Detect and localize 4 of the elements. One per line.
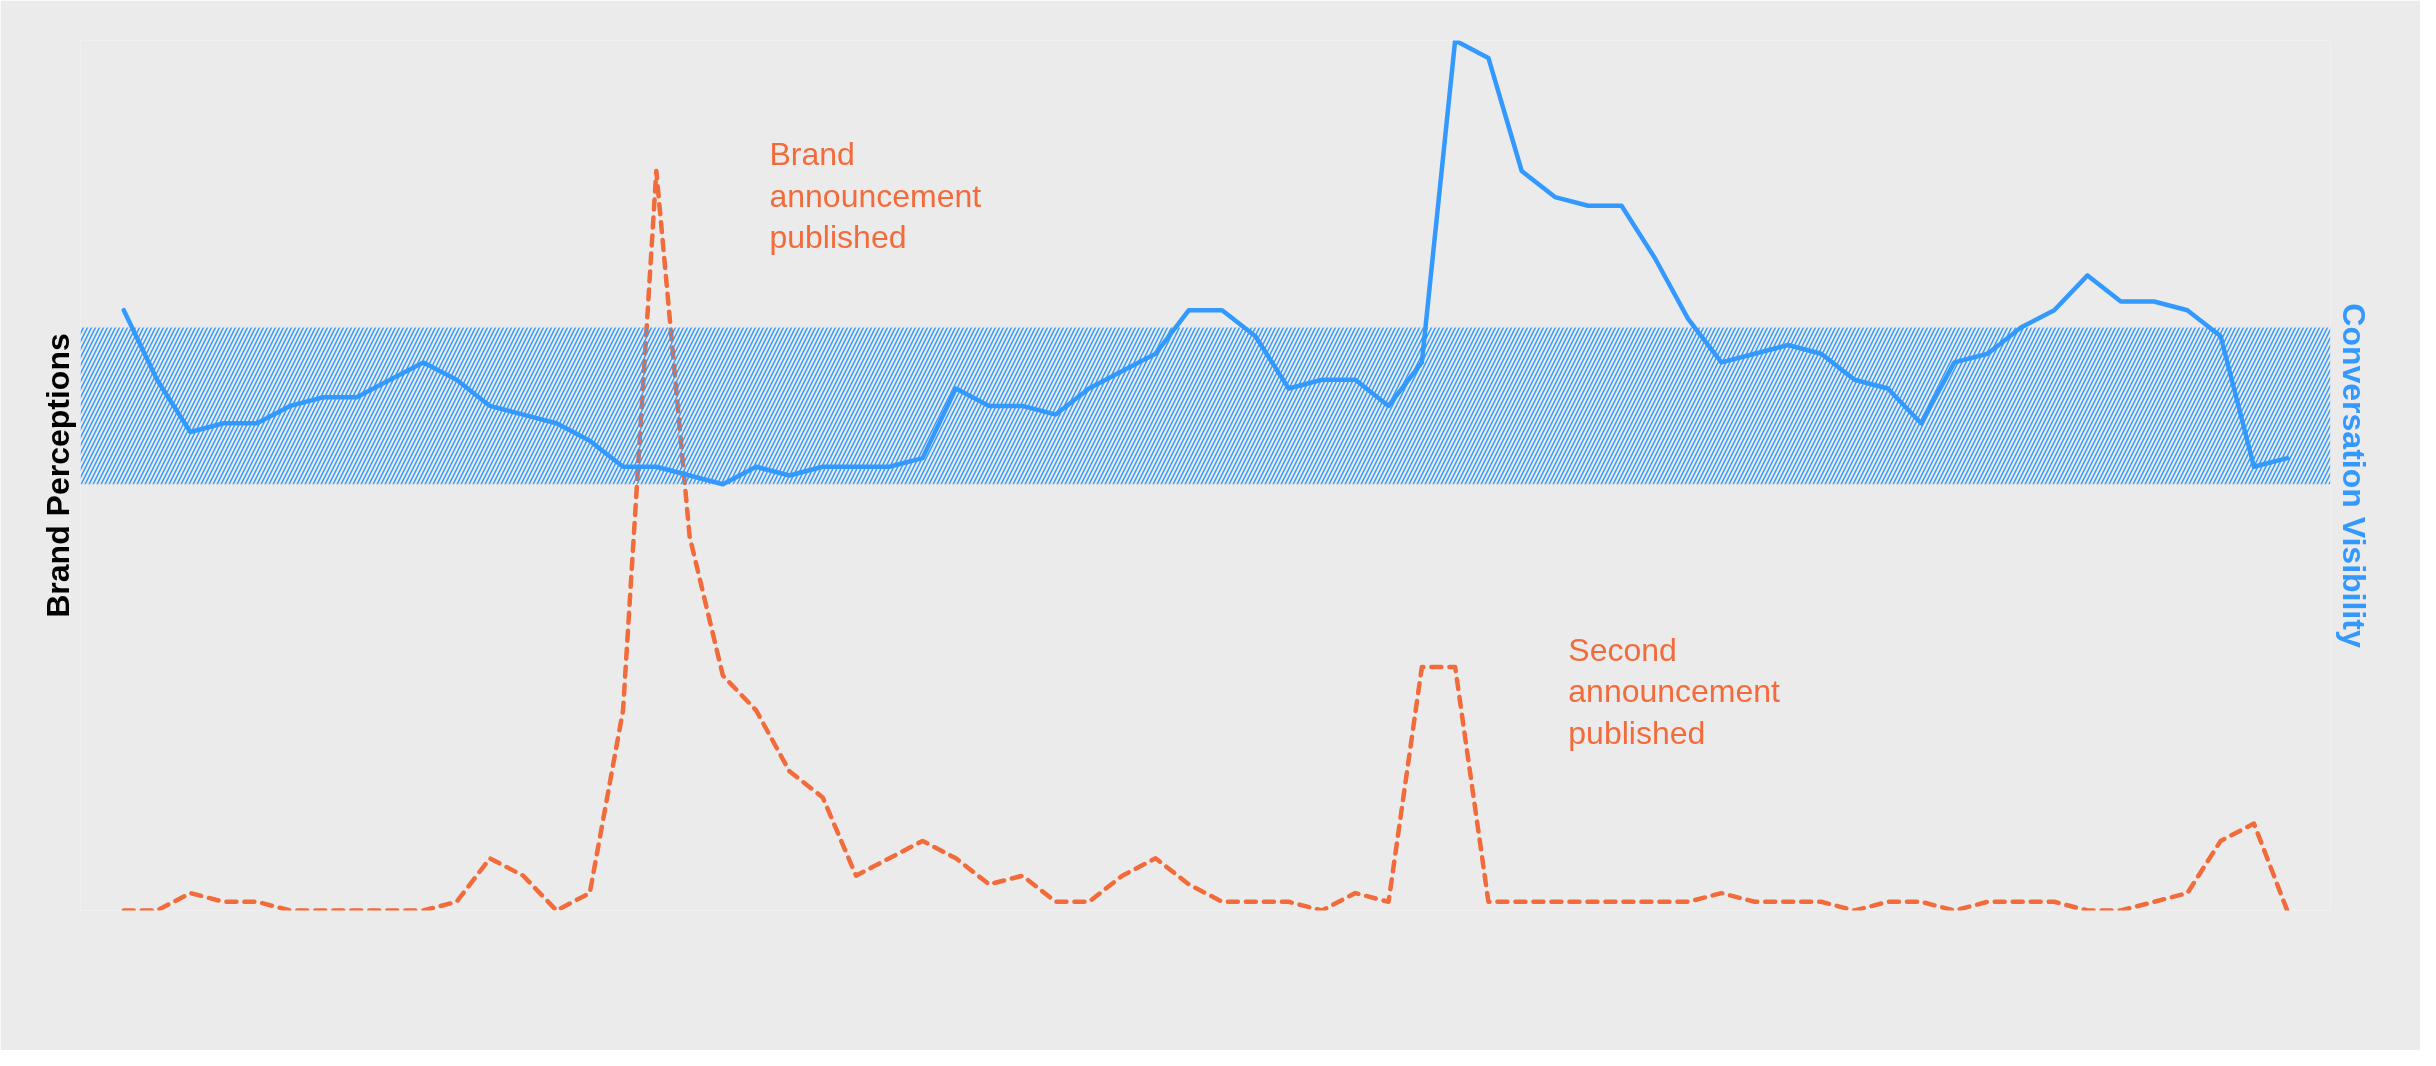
annotation: Brand announcement published bbox=[769, 136, 982, 255]
y-axis-title: Brand Perceptions bbox=[39, 333, 76, 618]
y2-axis-title: Conversation Visibility bbox=[2335, 303, 2372, 648]
annotation: Second announcement published bbox=[1568, 632, 1781, 751]
